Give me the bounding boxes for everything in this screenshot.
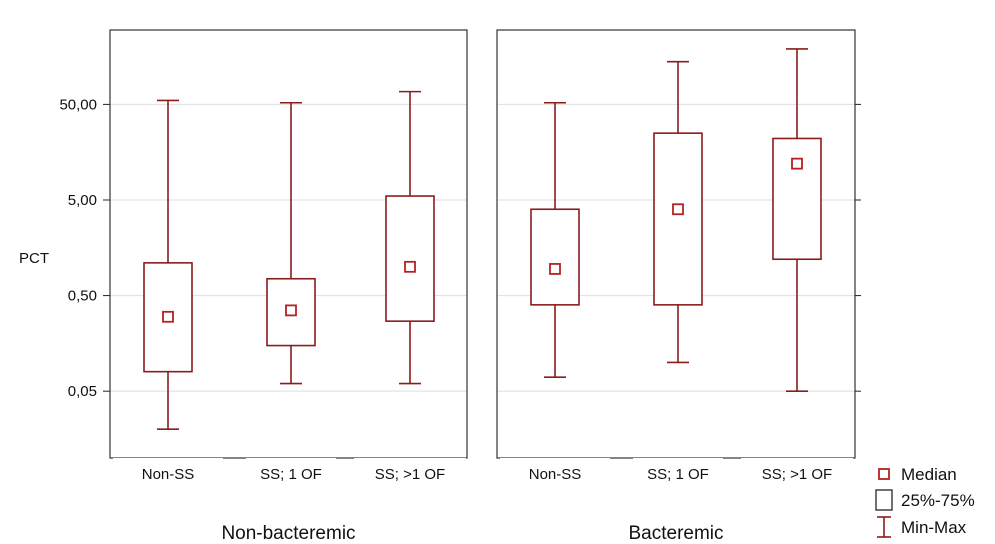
box-2-2: SS; 1 OF [633, 60, 723, 488]
category-label-bg [500, 458, 610, 488]
box-1-2: SS; 1 OF [246, 101, 336, 488]
legend-item-box: 25%-75% [875, 489, 975, 511]
panel-2: Non-SS SS; 1 OF SS; >1 OF Bacteremic [496, 29, 861, 544]
panel-title: Bacteremic [628, 523, 723, 544]
category-label: SS; 1 OF [647, 466, 709, 483]
box-1-3: SS; >1 OF [354, 90, 466, 488]
median-marker [549, 263, 561, 275]
category-label: SS; >1 OF [375, 466, 445, 483]
category-label: Non-SS [529, 466, 582, 483]
category-label-bg [354, 458, 466, 488]
category-label: SS; 1 OF [260, 466, 322, 483]
iqr-box [772, 137, 822, 261]
grid-lines [110, 103, 855, 392]
panels: Non-SS SS; 1 OF SS; >1 OFNon-bacteremicNon… [109, 29, 861, 544]
box-2-3: SS; >1 OF [741, 48, 853, 488]
y-tick-label: 0,05 [68, 383, 97, 400]
iqr-box [385, 195, 435, 322]
legend-item-whisker: Min-Max [877, 516, 967, 538]
legend: Median 25%-75% Min-Max [875, 465, 975, 538]
box-2-1: Non-SS [500, 101, 610, 488]
category-label-bg [113, 458, 223, 488]
median-marker [162, 310, 174, 323]
category-label: SS; >1 OF [762, 466, 832, 483]
iqr-box [653, 132, 703, 306]
iqr-box [530, 208, 580, 306]
legend-box-swatch [875, 489, 893, 511]
median-marker [404, 260, 416, 273]
y-tick-label: 50,00 [59, 96, 97, 113]
legend-median-swatch [878, 468, 890, 480]
y-axis: 0,05 0,50 5,00 50,00 [59, 96, 110, 400]
legend-label: Median [901, 465, 957, 484]
category-label-bg [633, 458, 723, 488]
y-axis-label: PCT [19, 250, 49, 267]
panel-title: Non-bacteremic [221, 523, 355, 544]
category-label-bg [741, 458, 853, 488]
y-tick-label: 0,50 [68, 288, 97, 305]
box-1-1: Non-SS [113, 99, 223, 488]
y-tick-label: 5,00 [68, 192, 97, 209]
panel-1: Non-SS SS; 1 OF SS; >1 OF Non-bacteremic [109, 29, 468, 544]
legend-item-median: Median [878, 465, 957, 484]
category-label: Non-SS [142, 466, 195, 483]
median-marker [791, 157, 803, 170]
legend-label: 25%-75% [901, 491, 975, 510]
median-marker [672, 203, 684, 216]
legend-label: Min-Max [901, 518, 967, 537]
category-label-bg [246, 458, 336, 488]
median-marker [285, 304, 297, 317]
